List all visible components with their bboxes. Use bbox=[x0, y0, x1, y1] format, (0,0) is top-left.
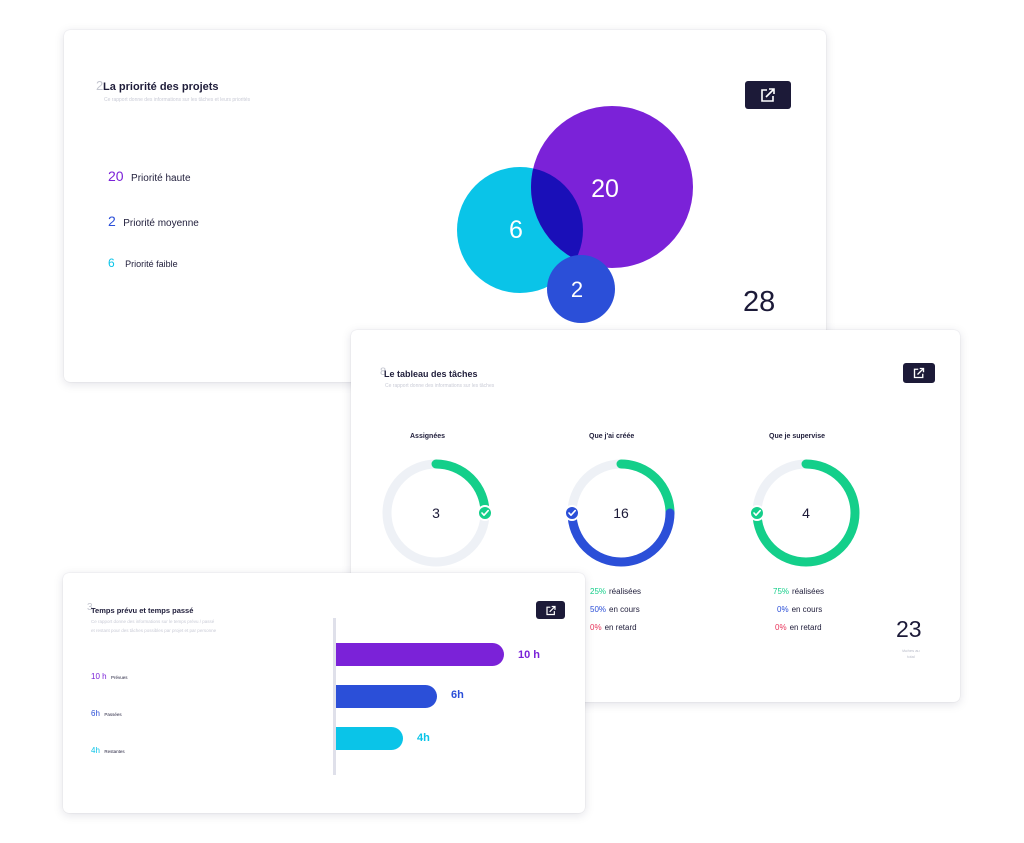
project-priority-card: 2 La priorité des projets Ce rapport don… bbox=[64, 30, 826, 382]
legend-value: 2 bbox=[108, 213, 116, 229]
stat-label: en cours bbox=[791, 605, 823, 614]
check-icon bbox=[568, 509, 576, 516]
stat-pct: 25% bbox=[590, 587, 607, 596]
donut-title-supervised: Que je supervise bbox=[769, 433, 826, 440]
donut-supervised: 4 bbox=[749, 459, 860, 567]
legend-value: 6h bbox=[91, 709, 100, 718]
share-button[interactable] bbox=[536, 601, 565, 619]
legend-label: Priorité faible bbox=[125, 259, 178, 269]
share-button[interactable] bbox=[745, 81, 791, 109]
stat-label: en retard bbox=[604, 623, 637, 632]
card-title: Temps prévu et temps passé bbox=[91, 606, 194, 615]
bubble-label-medium: 2 bbox=[571, 277, 583, 302]
donut-value: 16 bbox=[613, 505, 629, 521]
share-icon bbox=[761, 88, 775, 102]
bar-value-spent: 6h bbox=[451, 689, 464, 701]
legend-item-high: 20 Priorité haute bbox=[108, 168, 191, 186]
legend-label: Priorité haute bbox=[131, 173, 191, 184]
check-icon bbox=[481, 509, 489, 516]
stat-label: en retard bbox=[789, 623, 822, 632]
bar-planned bbox=[336, 643, 504, 666]
stat-pct: 0% bbox=[777, 605, 789, 614]
total-count: 23 bbox=[896, 616, 922, 642]
donut-value: 4 bbox=[802, 505, 810, 521]
time-card: 3 Temps prévu et temps passé Ce rapport … bbox=[63, 573, 585, 813]
stat-supervised-in-progress: 0% en cours bbox=[777, 605, 822, 614]
legend-value: 4h bbox=[91, 746, 100, 755]
stat-created-late: 0% en retard bbox=[590, 623, 637, 632]
bubble-label-low: 6 bbox=[509, 216, 523, 244]
card-index: 8 bbox=[380, 366, 387, 378]
donut-segment-in-progress bbox=[567, 508, 675, 567]
legend-label: Restantes bbox=[104, 749, 125, 754]
legend-label: Priorité moyenne bbox=[123, 218, 199, 229]
share-icon bbox=[913, 367, 925, 379]
donut-segment-done bbox=[431, 459, 490, 518]
stat-supervised-done: 75% réalisées bbox=[773, 587, 824, 596]
card-index: 2 bbox=[96, 78, 104, 93]
legend-value: 6 bbox=[108, 256, 115, 270]
stat-pct: 50% bbox=[590, 605, 607, 614]
card-subtitle: Ce rapport donne des informations sur le… bbox=[385, 383, 495, 389]
bar-value-planned: 10 h bbox=[518, 649, 541, 661]
legend-label: Passées bbox=[104, 712, 122, 717]
legend-item-low: 6 Priorité faible bbox=[108, 254, 178, 272]
check-icon bbox=[753, 509, 761, 516]
stat-label: réalisées bbox=[609, 587, 642, 596]
bar-remaining bbox=[336, 727, 403, 750]
time-legend-planned: 10 h Prévues bbox=[91, 666, 128, 684]
donut-title-created: Que j'ai créée bbox=[589, 433, 635, 440]
share-button[interactable] bbox=[903, 363, 935, 383]
card-subtitle: Ce rapport donne des informations sur le… bbox=[104, 97, 251, 103]
stat-created-in-progress: 50% en cours bbox=[590, 605, 640, 614]
stat-pct: 75% bbox=[773, 587, 790, 596]
donut-assigned: 3 bbox=[382, 459, 493, 567]
stat-label: en cours bbox=[609, 605, 640, 614]
time-legend-spent: 6h Passées bbox=[91, 703, 122, 721]
total-count: 28 bbox=[743, 286, 776, 318]
stat-created-done: 25% réalisées bbox=[590, 587, 641, 596]
card-subtitle-line1: Ce rapport donne des informations sur le… bbox=[91, 619, 215, 624]
stat-label: réalisées bbox=[792, 587, 825, 596]
bubble-medium bbox=[547, 255, 615, 323]
card-title: La priorité des projets bbox=[103, 81, 219, 93]
stat-pct: 0% bbox=[775, 623, 787, 632]
donut-created: 16 bbox=[564, 459, 675, 567]
share-icon bbox=[545, 605, 556, 615]
donut-segment-done bbox=[616, 459, 675, 518]
donut-value: 3 bbox=[432, 505, 440, 521]
total-caption: tâches au total bbox=[902, 648, 920, 659]
stat-pct: 0% bbox=[590, 623, 602, 632]
priority-bubble-chart: 20 6 2 bbox=[457, 106, 693, 323]
card-subtitle-line2: et restant pour des tâches possibles par… bbox=[91, 628, 217, 633]
bar-spent bbox=[336, 685, 437, 708]
legend-value: 20 bbox=[108, 168, 124, 184]
legend-item-medium: 2 Priorité moyenne bbox=[108, 213, 199, 231]
card-title: Le tableau des tâches bbox=[384, 369, 478, 379]
donut-segment-done bbox=[752, 459, 860, 567]
bar-value-remaining: 4h bbox=[417, 732, 430, 744]
bar-chart-axis bbox=[333, 618, 336, 775]
legend-label: Prévues bbox=[111, 675, 128, 680]
stat-supervised-late: 0% en retard bbox=[775, 623, 822, 632]
donut-title-assigned: Assignées bbox=[410, 433, 446, 440]
bubble-label-high: 20 bbox=[591, 175, 619, 203]
time-legend-remaining: 4h Restantes bbox=[91, 740, 125, 758]
legend-value: 10 h bbox=[91, 672, 107, 681]
card-index: 3 bbox=[87, 602, 93, 613]
